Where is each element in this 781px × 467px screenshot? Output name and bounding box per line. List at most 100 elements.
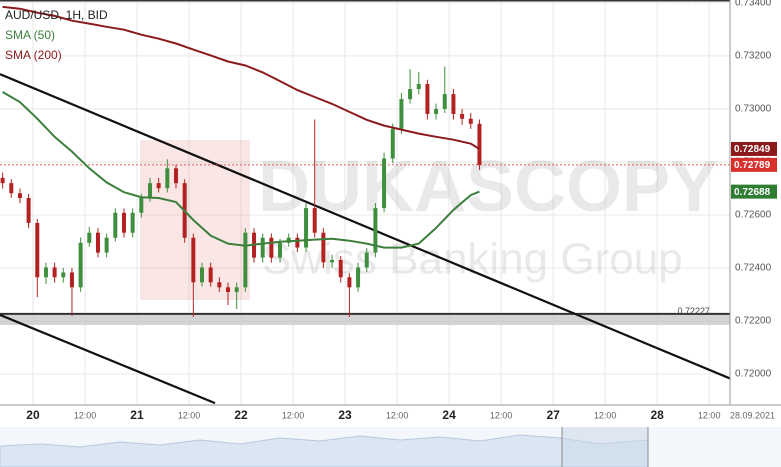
x-tick-label: 28 xyxy=(650,408,664,422)
legend: AUD/USD, 1H, BID SMA (50) SMA (200) xyxy=(5,8,108,62)
candle-body xyxy=(442,94,447,109)
candle-body xyxy=(468,118,473,124)
candle-body xyxy=(147,183,152,198)
level-label: 0.73409 xyxy=(677,0,710,3)
candle-body xyxy=(43,267,48,278)
price-tag-label: 0.72849 xyxy=(734,144,771,155)
candle-body xyxy=(26,197,31,223)
price-tag-label: 0.72688 xyxy=(734,187,771,198)
y-tick-label: 0.72200 xyxy=(735,316,772,327)
support-zone xyxy=(0,313,730,325)
candle-body xyxy=(416,84,421,90)
candle-body xyxy=(52,267,57,278)
navigator-window[interactable] xyxy=(562,427,648,467)
candle-body xyxy=(295,237,300,248)
candle-body xyxy=(425,84,430,114)
candle-body xyxy=(408,89,413,100)
candle-body xyxy=(373,208,378,253)
price-tag xyxy=(731,141,777,156)
x-tick-label: 22 xyxy=(234,408,248,422)
legend-entry: SMA (50) xyxy=(5,28,55,42)
x-tick-label: 12:00 xyxy=(698,410,721,420)
candle-body xyxy=(130,212,135,233)
x-tick-label: 27 xyxy=(546,408,560,422)
candle-body xyxy=(139,197,144,213)
candle-body xyxy=(356,267,361,288)
candle-body xyxy=(191,237,196,283)
trend-line xyxy=(0,313,216,405)
candle-body xyxy=(434,108,439,114)
y-tick-label: 0.73400 xyxy=(735,0,772,9)
price-tag xyxy=(731,184,777,199)
candle-body xyxy=(399,99,404,129)
y-tick-label: 0.73200 xyxy=(735,51,772,62)
candle-body xyxy=(217,282,222,288)
candle-body xyxy=(243,232,248,288)
x-tick-label: 12:00 xyxy=(282,410,305,420)
candle-body xyxy=(260,237,265,258)
x-tick-label: 20 xyxy=(26,408,40,422)
candle-body xyxy=(234,287,239,293)
x-tick-label: 12:00 xyxy=(490,410,513,420)
candle-body xyxy=(104,237,109,253)
candle-body xyxy=(330,260,335,263)
candle-body xyxy=(208,267,213,283)
candle-body xyxy=(113,212,118,238)
candle-body xyxy=(338,260,343,278)
grid xyxy=(0,0,730,405)
y-tick-label: 0.72400 xyxy=(735,263,772,274)
x-tick-label: 12:00 xyxy=(74,410,97,420)
candle-body xyxy=(226,287,231,293)
candle-body xyxy=(312,208,317,233)
watermark: DUKASCOPY Swiss Banking Group xyxy=(140,140,718,300)
candle-body xyxy=(9,183,14,194)
candle-body xyxy=(69,272,74,288)
y-tick-label: 0.72000 xyxy=(735,369,772,380)
candle-body xyxy=(156,183,161,189)
trend-line xyxy=(0,73,730,380)
price-tag-label: 0.72789 xyxy=(734,160,771,171)
y-tick-label: 0.73000 xyxy=(735,104,772,115)
x-tick-label: 24 xyxy=(442,408,456,422)
axes: 0.734000.732000.730000.728000.726000.724… xyxy=(26,0,775,422)
candle-body xyxy=(35,222,40,278)
x-tick-label: 21 xyxy=(130,408,144,422)
candle-body xyxy=(460,113,465,119)
candle-body xyxy=(278,242,283,258)
candle-body xyxy=(347,277,352,288)
candle-body xyxy=(78,242,83,288)
watermark-text: DUKASCOPY xyxy=(258,147,718,227)
candle-body xyxy=(121,212,126,233)
candle-body xyxy=(477,123,482,165)
x-tick-label: 12:00 xyxy=(386,410,409,420)
candle-body xyxy=(382,158,387,209)
sma-line xyxy=(2,5,480,150)
candle-body xyxy=(321,232,326,263)
candle-body xyxy=(61,272,66,278)
candle-body xyxy=(200,267,205,283)
navigator xyxy=(0,427,781,467)
candle-body xyxy=(390,128,395,159)
plot-area xyxy=(0,0,730,405)
x-tick-label: 28.09.2021 xyxy=(730,410,775,420)
candle-body xyxy=(87,232,92,243)
x-tick-label: 23 xyxy=(338,408,352,422)
chart-title: AUD/USD, 1H, BID xyxy=(5,8,108,22)
candle-body xyxy=(173,168,178,184)
x-tick-label: 12:00 xyxy=(594,410,617,420)
level-label: 0.72227 xyxy=(677,306,710,316)
price-tag xyxy=(731,157,777,172)
candle-body xyxy=(304,208,309,248)
candle-body xyxy=(17,193,22,198)
candle-body xyxy=(165,168,170,189)
candle-body xyxy=(95,232,100,253)
candle-body xyxy=(364,252,369,268)
x-tick-label: 12:00 xyxy=(178,410,201,420)
y-tick-label: 0.72600 xyxy=(735,210,772,221)
candle-body xyxy=(269,237,274,258)
sma-line xyxy=(2,91,480,249)
legend-entry: SMA (200) xyxy=(5,48,62,62)
candle-body xyxy=(451,94,456,114)
